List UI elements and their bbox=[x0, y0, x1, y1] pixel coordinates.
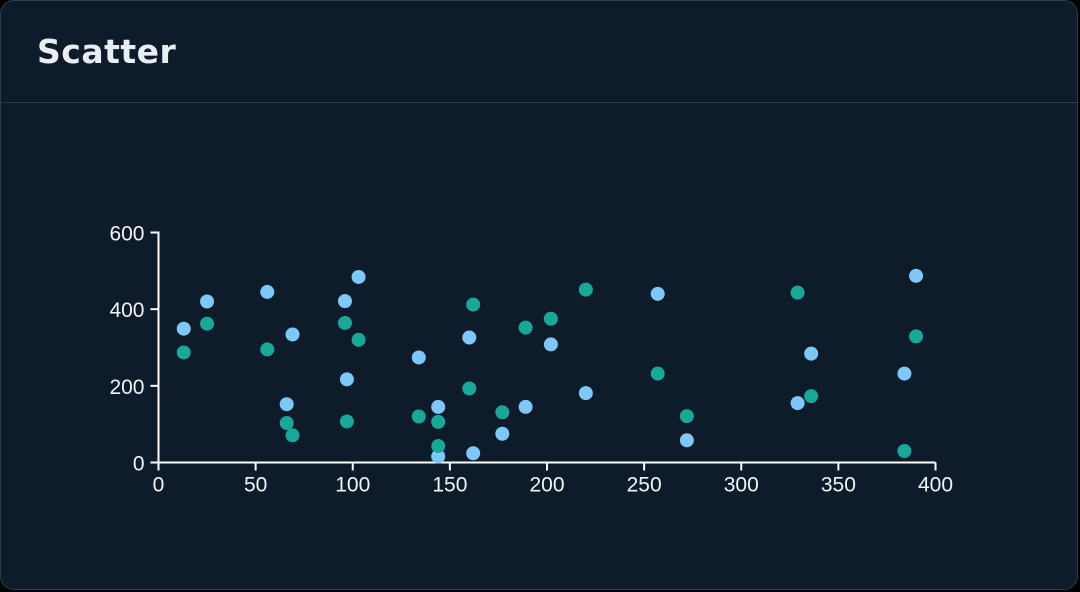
data-point-teal[interactable] bbox=[431, 414, 446, 429]
data-point-light-blue[interactable] bbox=[679, 433, 694, 448]
data-point-teal[interactable] bbox=[518, 320, 533, 335]
data-point-light-blue[interactable] bbox=[578, 386, 593, 401]
x-tick-label: 350 bbox=[821, 474, 856, 497]
data-point-teal[interactable] bbox=[351, 332, 366, 347]
x-tick-label: 50 bbox=[244, 474, 267, 497]
data-point-light-blue[interactable] bbox=[462, 330, 477, 345]
x-tick-label: 300 bbox=[724, 474, 759, 497]
x-tick-label: 400 bbox=[918, 474, 953, 497]
data-point-teal[interactable] bbox=[650, 366, 665, 381]
data-point-teal[interactable] bbox=[176, 345, 191, 360]
data-point-light-blue[interactable] bbox=[176, 321, 191, 336]
data-point-teal[interactable] bbox=[285, 428, 300, 443]
data-point-teal[interactable] bbox=[431, 439, 446, 454]
data-point-light-blue[interactable] bbox=[337, 294, 352, 309]
x-tick-label: 0 bbox=[153, 474, 165, 497]
data-point-light-blue[interactable] bbox=[804, 346, 819, 361]
data-point-teal[interactable] bbox=[462, 381, 477, 396]
data-point-teal[interactable] bbox=[679, 409, 694, 424]
data-point-light-blue[interactable] bbox=[200, 294, 215, 309]
data-point-teal[interactable] bbox=[578, 282, 593, 297]
chart-area: 0 50 100 150 200 250 300 350 400 0 200 400 600 bbox=[1, 103, 1077, 589]
data-point-light-blue[interactable] bbox=[897, 366, 912, 381]
data-point-teal[interactable] bbox=[495, 405, 510, 420]
data-point-light-blue[interactable] bbox=[260, 284, 275, 299]
data-point-teal[interactable] bbox=[804, 389, 819, 404]
data-point-light-blue[interactable] bbox=[285, 327, 300, 342]
y-tick-label: 0 bbox=[133, 453, 145, 476]
data-point-teal[interactable] bbox=[466, 297, 481, 312]
data-point-light-blue[interactable] bbox=[650, 286, 665, 301]
data-point-light-blue[interactable] bbox=[411, 350, 426, 365]
data-point-teal[interactable] bbox=[279, 416, 294, 431]
x-tick-label: 150 bbox=[432, 474, 467, 497]
data-point-light-blue[interactable] bbox=[518, 399, 533, 414]
data-point-teal[interactable] bbox=[790, 285, 805, 300]
data-point-light-blue[interactable] bbox=[431, 449, 446, 464]
chart-header: Scatter bbox=[1, 1, 1077, 103]
data-point-light-blue[interactable] bbox=[339, 372, 354, 387]
data-point-teal[interactable] bbox=[897, 444, 912, 458]
y-tick-label: 400 bbox=[109, 299, 144, 322]
data-point-teal[interactable] bbox=[337, 315, 352, 330]
data-point-teal[interactable] bbox=[411, 409, 426, 424]
data-point-teal[interactable] bbox=[200, 316, 215, 331]
chart-title: Scatter bbox=[37, 32, 177, 71]
y-tick-label: 200 bbox=[109, 376, 144, 399]
data-point-light-blue[interactable] bbox=[790, 396, 805, 411]
data-point-light-blue[interactable] bbox=[466, 446, 481, 461]
data-point-light-blue[interactable] bbox=[431, 399, 446, 414]
data-point-teal[interactable] bbox=[909, 329, 924, 344]
data-point-light-blue[interactable] bbox=[279, 397, 294, 412]
data-point-light-blue[interactable] bbox=[495, 426, 510, 441]
y-tick-label: 600 bbox=[109, 223, 144, 246]
data-point-teal[interactable] bbox=[339, 414, 354, 429]
x-tick-label: 100 bbox=[335, 474, 370, 497]
data-point-light-blue[interactable] bbox=[351, 269, 366, 284]
data-point-light-blue[interactable] bbox=[543, 337, 558, 352]
scatter-plot: 0 50 100 150 200 250 300 350 400 0 200 400 600 bbox=[109, 223, 953, 497]
data-point-light-blue[interactable] bbox=[909, 268, 924, 283]
x-tick-label: 250 bbox=[627, 474, 662, 497]
data-point-teal[interactable] bbox=[543, 311, 558, 326]
x-tick-label: 200 bbox=[529, 474, 564, 497]
data-point-teal[interactable] bbox=[260, 342, 275, 357]
